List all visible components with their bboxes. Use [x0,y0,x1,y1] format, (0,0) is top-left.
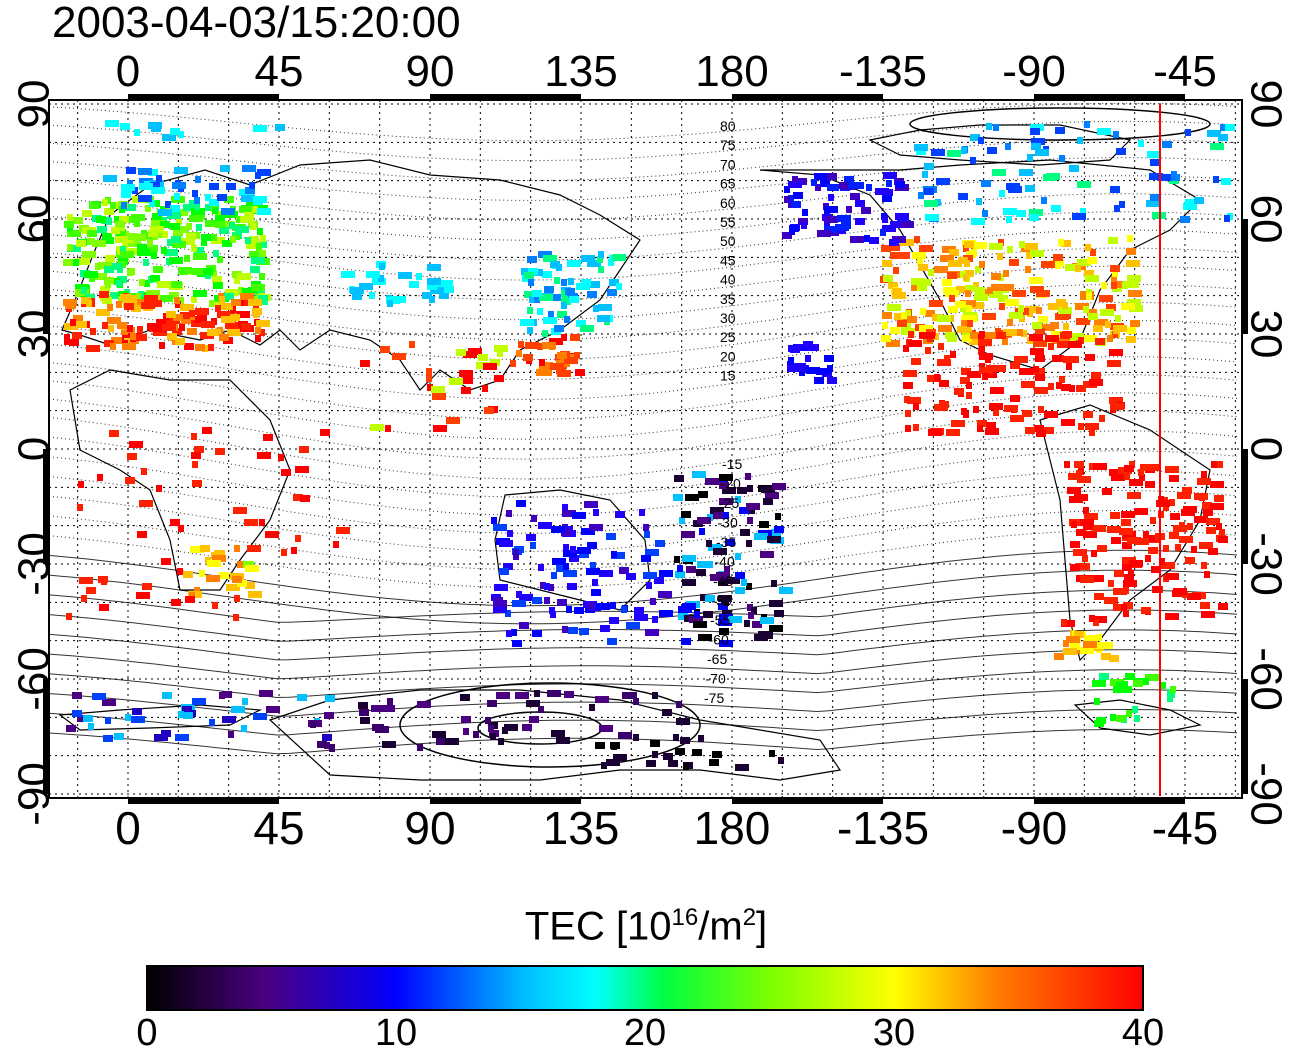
timestamp: 2003-04-03/15:20:00 [52,0,461,47]
mlat-label: 35 [720,291,736,307]
mlat-label: 25 [720,329,736,345]
mlat-label: 40 [720,272,736,288]
magnetic-latitude-contours [49,102,1238,768]
bottom-lon-tick: -45 [1152,802,1218,854]
left-lat-tick: 90 [10,80,59,129]
tec-cells [63,120,1235,771]
right-lat-tick: 30 [1242,310,1291,359]
mlat-label: 80 [720,118,736,134]
mlat-label: -35 [716,534,736,550]
bottom-lon-tick: 180 [694,802,771,854]
bottom-lon-tick: 45 [253,802,304,854]
mlat-label: -20 [721,476,741,492]
top-lon-tick: -90 [1002,47,1066,96]
right-lat-tick: 0 [1242,437,1291,461]
right-lat-tick: 90 [1242,80,1291,129]
top-lon-tick: 90 [406,47,455,96]
mlat-label: -40 [715,554,735,570]
magnetic-latitude-labels: 80 75 70 65 60 55 50 45 40 35 30 25 20 15 -15 -20 -25 -30… [704,118,742,706]
mlat-label: 65 [720,176,736,192]
top-lon-tick: 180 [695,47,768,96]
left-lat-tick: -60 [10,647,59,711]
top-lon-tick: 0 [116,47,140,96]
mlat-label: 70 [720,156,736,172]
top-lon-tick: 135 [544,47,617,96]
mlat-label: -45 [713,573,733,589]
mlat-label: 30 [720,310,736,326]
left-lat-tick: 0 [10,437,59,461]
mlat-label: -70 [706,671,726,687]
left-lat-tick: -90 [10,762,59,826]
mlat-label: -65 [707,651,727,667]
left-lat-tick: 30 [10,310,59,359]
mlat-label: 55 [720,214,736,230]
mlat-label: -55 [710,612,730,628]
mlat-label: -15 [722,456,742,472]
mlat-label: -60 [709,632,729,648]
top-lon-tick: -135 [839,47,927,96]
mlat-label: -75 [704,690,724,706]
right-lat-tick: -30 [1242,532,1291,596]
bottom-lon-tick: 135 [543,802,620,854]
colorbar-tick-10: 10 [374,1012,418,1054]
right-lat-tick: -90 [1242,762,1291,826]
axis-tick-labels: 0 45 90 135 180 -135 -90 -450 45 90 135 180 -135 -90-… [10,47,1291,854]
mlat-label: 20 [720,348,736,364]
colorbar-tick-0: 0 [136,1012,158,1054]
colorbar [146,965,1144,1011]
mlat-label: 15 [720,368,736,384]
left-lat-tick: -30 [10,532,59,596]
left-lat-tick: 60 [10,195,59,244]
mlat-label: -25 [719,495,739,511]
bottom-lon-tick: -135 [837,802,929,854]
mlat-label: 50 [720,233,736,249]
mlat-label: -30 [718,515,738,531]
colorbar-tick-30: 30 [872,1012,916,1054]
bottom-lon-tick: -90 [1001,802,1067,854]
colorbar-tick-20: 20 [623,1012,667,1054]
right-lat-tick: 60 [1242,195,1291,244]
frame-scale-bars [43,94,1248,804]
colorbar-title: TEC [1016/m2] [524,904,768,949]
bottom-lon-tick: 0 [115,802,141,854]
colorbar-tick-40: 40 [1121,1012,1165,1054]
mlat-label: -50 [712,593,732,609]
mlat-label: 60 [720,195,736,211]
right-lat-tick: -60 [1242,647,1291,711]
top-lon-tick: 45 [255,47,304,96]
mlat-label: 75 [720,137,736,153]
mlat-label: 45 [720,252,736,268]
bottom-lon-tick: 90 [404,802,455,854]
top-lon-tick: -45 [1153,47,1217,96]
